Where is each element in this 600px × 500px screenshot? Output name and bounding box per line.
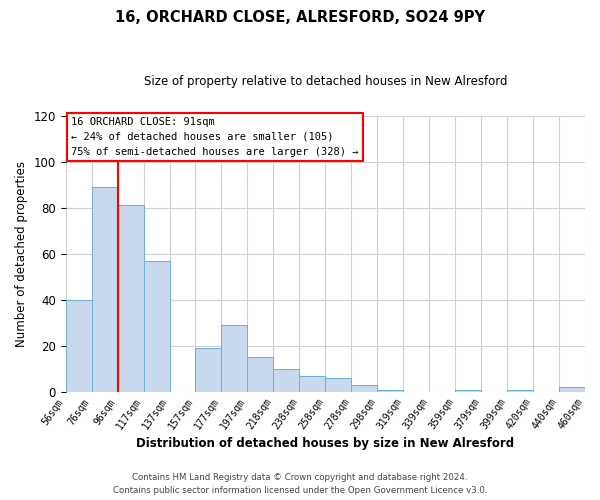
Bar (559, 388, 585, 392)
Bar (92, 187, 118, 392)
Bar (196, 348, 221, 392)
Bar (247, 358, 274, 392)
Bar (221, 325, 247, 392)
Bar (143, 260, 170, 392)
Bar (507, 390, 533, 392)
Bar (118, 206, 143, 392)
Bar (274, 369, 299, 392)
Bar (455, 390, 481, 392)
Text: 16 ORCHARD CLOSE: 91sqm
← 24% of detached houses are smaller (105)
75% of semi-d: 16 ORCHARD CLOSE: 91sqm ← 24% of detache… (71, 117, 358, 156)
Bar (65, 300, 92, 392)
Bar (325, 378, 351, 392)
Y-axis label: Number of detached properties: Number of detached properties (15, 161, 28, 347)
Text: 16, ORCHARD CLOSE, ALRESFORD, SO24 9PY: 16, ORCHARD CLOSE, ALRESFORD, SO24 9PY (115, 10, 485, 25)
Bar (377, 390, 403, 392)
X-axis label: Distribution of detached houses by size in New Alresford: Distribution of detached houses by size … (136, 437, 514, 450)
Bar (351, 385, 377, 392)
Title: Size of property relative to detached houses in New Alresford: Size of property relative to detached ho… (143, 75, 507, 88)
Bar (299, 376, 325, 392)
Text: Contains HM Land Registry data © Crown copyright and database right 2024.
Contai: Contains HM Land Registry data © Crown c… (113, 474, 487, 495)
